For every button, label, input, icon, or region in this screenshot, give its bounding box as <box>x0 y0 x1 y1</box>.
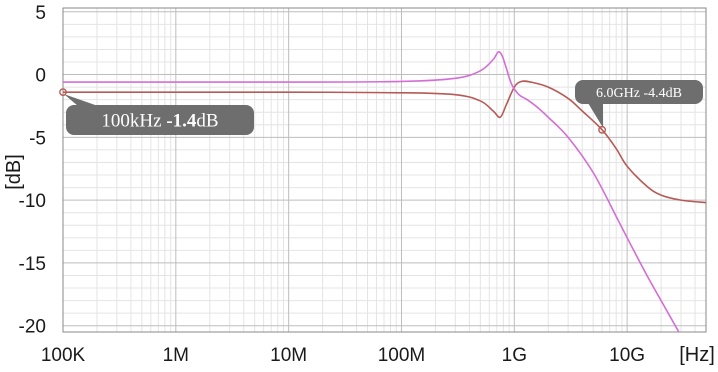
y-tick-label: 5 <box>35 3 46 24</box>
x-tick-label: 1G <box>502 345 527 366</box>
marker-callouts: 100kHz -1.4dB 6.0GHz -4.4dB <box>60 80 703 135</box>
y-axis-label: [dB] <box>3 154 25 190</box>
x-tick-label: 10G <box>609 345 645 366</box>
y-tick-label: -15 <box>19 254 46 275</box>
y-tick-label: -20 <box>19 317 46 338</box>
x-tick-label: 10M <box>270 345 307 366</box>
marker-callout: 100kHz -1.4dB <box>60 89 254 135</box>
y-tick-label: -5 <box>29 128 46 149</box>
y-tick-label: 0 <box>35 66 46 87</box>
x-axis-label: [Hz] <box>679 344 715 366</box>
grid <box>63 8 706 332</box>
tick-labels: 5 0 -5 -10 -15 -20 100K 1M 10M 100M 1G 10G <box>19 3 646 366</box>
callout-label: 100kHz -1.4dB <box>101 111 218 132</box>
x-tick-label: 1M <box>163 345 189 366</box>
x-tick-label: 100M <box>378 345 426 366</box>
x-tick-label: 100K <box>41 345 86 366</box>
y-tick-label: -10 <box>19 191 46 212</box>
callout-label: 6.0GHz -4.4dB <box>596 86 682 101</box>
